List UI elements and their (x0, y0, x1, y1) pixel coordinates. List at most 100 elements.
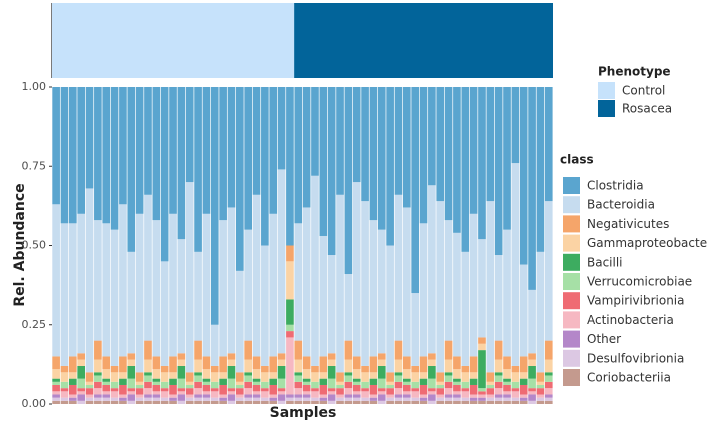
bar-segment (202, 213, 211, 357)
bar-segment (436, 87, 445, 202)
bar-segment (428, 388, 436, 392)
bar-segment (210, 365, 219, 373)
legend-label: Gammaproteobacter (587, 236, 708, 250)
bar-segment (352, 394, 361, 398)
bar-segment (344, 372, 353, 376)
bar-segment (403, 369, 411, 379)
bar-segment (144, 394, 152, 398)
bar-segment (135, 394, 144, 398)
bar-segment (444, 375, 453, 382)
bar-segment (302, 381, 311, 385)
bar-segment (486, 388, 495, 395)
bar-segment (152, 378, 161, 382)
bar-segment (461, 400, 470, 404)
bar-segment (110, 400, 119, 404)
bar-segment (261, 372, 269, 382)
bar-segment (52, 384, 60, 392)
bar-segment (269, 213, 278, 357)
bar-segment (386, 372, 394, 382)
bar-segment (319, 378, 328, 385)
bar-segment (528, 87, 536, 290)
bar-segment (436, 394, 445, 398)
bar-segment (94, 359, 102, 373)
bar-segment (160, 397, 169, 401)
legend-label: Bacteroidia (587, 198, 655, 212)
bar-segment (461, 87, 470, 252)
bar-segment (486, 381, 495, 385)
bar-segment (327, 87, 336, 256)
bar-segment (377, 388, 386, 392)
bar-segment (269, 378, 278, 385)
legend-key (563, 292, 580, 310)
bar-segment (177, 388, 186, 392)
bar-segment (394, 359, 403, 373)
bar-segment (160, 400, 169, 404)
bar-segment (311, 400, 319, 404)
bar-segment (311, 391, 319, 398)
bar-segment (185, 400, 194, 404)
bar-segment (311, 388, 319, 392)
legend-label: Coriobacteriia (587, 371, 671, 385)
bar-segment (411, 293, 419, 366)
bar-segment (52, 204, 60, 357)
bar-segment (77, 365, 85, 379)
bar-segment (52, 400, 60, 404)
bar-segment (102, 400, 111, 404)
bar-segment (135, 384, 144, 389)
bar-segment (110, 397, 119, 401)
bar-segment (252, 391, 261, 395)
bar-segment (544, 397, 553, 401)
bar-segment (152, 394, 161, 398)
bar-segment (528, 400, 536, 404)
bar-segment (503, 400, 511, 404)
bar-segment (319, 372, 328, 379)
bar-segment (144, 381, 152, 389)
bar-segment (102, 384, 111, 392)
bar-segment (77, 391, 85, 395)
bar-segment (94, 375, 102, 382)
bar-segment (127, 378, 136, 389)
bar-segment (411, 381, 419, 389)
bar-segment (244, 340, 252, 360)
bar-segment (469, 400, 478, 404)
bar-segment (119, 372, 127, 379)
bar-segment (110, 365, 119, 373)
bar-segment (52, 87, 60, 205)
bar-segment (194, 372, 202, 376)
bar-segment (327, 378, 336, 389)
bar-segment (494, 372, 503, 376)
bar-segment (277, 400, 286, 404)
bar-segment (444, 381, 453, 389)
bar-segment (519, 87, 528, 265)
bar-segment (110, 381, 119, 389)
bar-segment (461, 251, 470, 366)
bar-segment (127, 251, 136, 354)
y-tick-label: 0.50 (22, 239, 47, 252)
bar-segment (286, 245, 294, 262)
bar-segment (94, 388, 102, 395)
bar-segment (352, 397, 361, 401)
bar-segment (185, 384, 194, 389)
bar-segment (135, 381, 144, 385)
bar-segment (361, 391, 369, 398)
bar-segment (127, 87, 136, 252)
bar-segment (486, 87, 495, 202)
y-axis-title: Rel. Abundance (12, 183, 28, 306)
bar-segment (394, 194, 403, 341)
bar-segment (319, 87, 328, 236)
bar-segment (94, 220, 102, 341)
bar-segment (252, 369, 261, 379)
bar-segment (461, 397, 470, 401)
bar-segment (94, 87, 102, 221)
bar-segment (60, 391, 69, 398)
bar-segment (294, 400, 303, 404)
bar-segment (403, 378, 411, 382)
y-tick-label: 0.25 (22, 318, 47, 331)
bar-segment (160, 372, 169, 382)
bar-segment (369, 356, 378, 373)
bar-segment (403, 400, 411, 404)
bar-segment (69, 394, 77, 398)
bar-segment (127, 365, 136, 379)
x-axis-title: Samples (270, 405, 337, 421)
legend-label: Actinobacteria (587, 313, 674, 327)
